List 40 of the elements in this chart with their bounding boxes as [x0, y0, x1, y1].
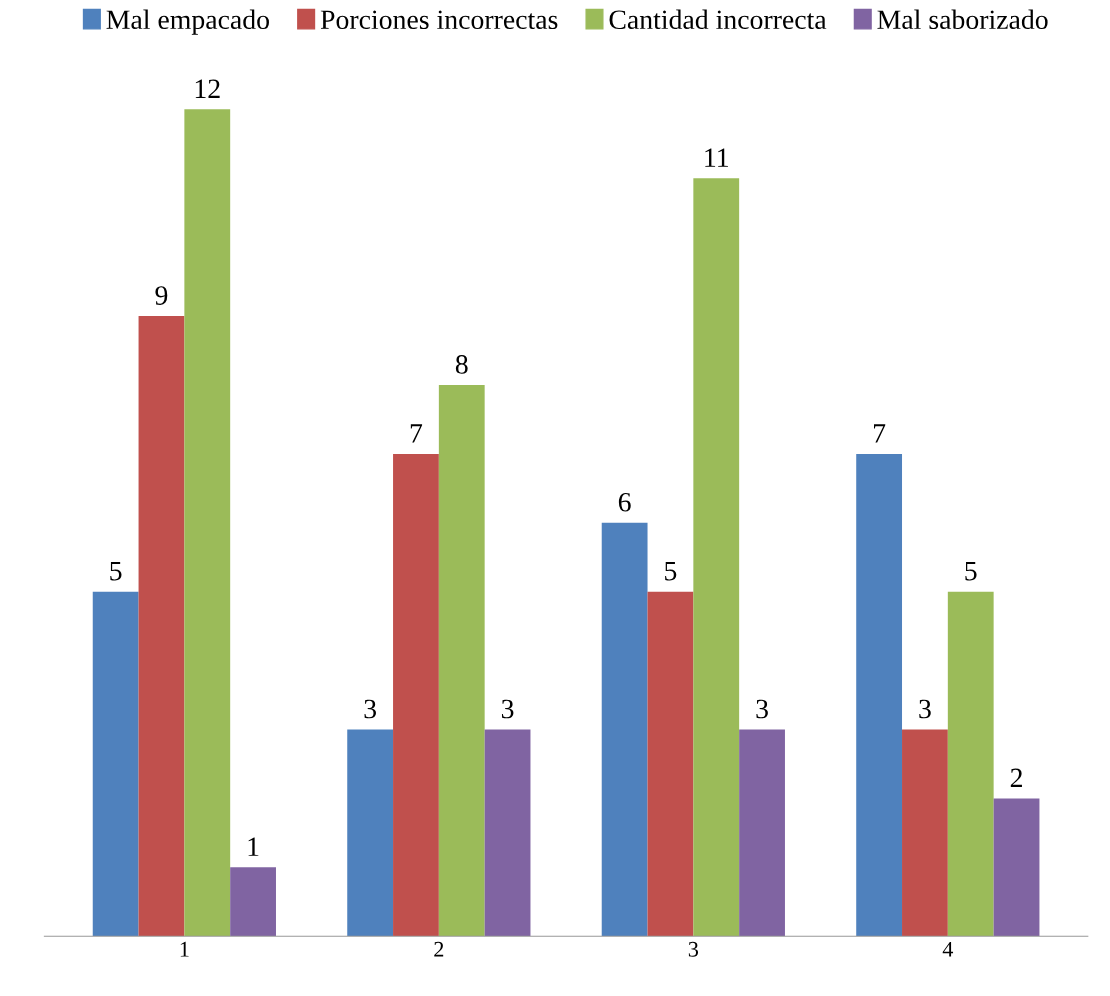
data-label: 7	[410, 424, 423, 443]
data-label: 1	[248, 837, 259, 856]
data-label: 8	[455, 355, 468, 374]
data-label: 3	[501, 699, 514, 719]
bar	[438, 384, 485, 937]
data-label: 5	[110, 562, 122, 581]
data-label: 3	[364, 699, 376, 719]
data-label: 3	[756, 699, 768, 719]
data-label: 5	[665, 562, 677, 581]
data-label: 7	[874, 424, 886, 443]
x-tick-label: 3	[688, 941, 699, 957]
x-tick-label: 2	[434, 941, 444, 957]
legend-label: Cantidad incorrecta	[609, 9, 827, 30]
data-label: 11	[705, 148, 728, 167]
bar	[856, 453, 903, 937]
bar	[947, 591, 994, 937]
bar	[993, 798, 1040, 937]
legend-label: Porciones incorrectas	[320, 10, 558, 30]
data-label: 6	[618, 492, 631, 512]
bar	[230, 867, 276, 937]
legend-label: Mal saborizado	[877, 9, 1048, 30]
bar	[393, 453, 439, 937]
bar	[902, 729, 948, 937]
data-label: 3	[919, 699, 931, 719]
legend-label: Mal empacado	[106, 9, 269, 35]
data-label: 9	[155, 286, 168, 305]
bar	[184, 109, 231, 937]
bar	[92, 591, 139, 937]
bar	[601, 522, 648, 937]
data-label: 5	[965, 562, 977, 581]
bar	[647, 591, 694, 937]
bar	[693, 178, 740, 937]
x-tick-label: 1	[180, 941, 189, 957]
data-label: 12	[195, 79, 220, 98]
bar	[739, 729, 785, 937]
bar	[138, 316, 185, 937]
bar	[484, 729, 531, 937]
data-label: 2	[1010, 768, 1022, 787]
bar	[347, 729, 394, 937]
x-tick-label: 4	[942, 941, 954, 957]
